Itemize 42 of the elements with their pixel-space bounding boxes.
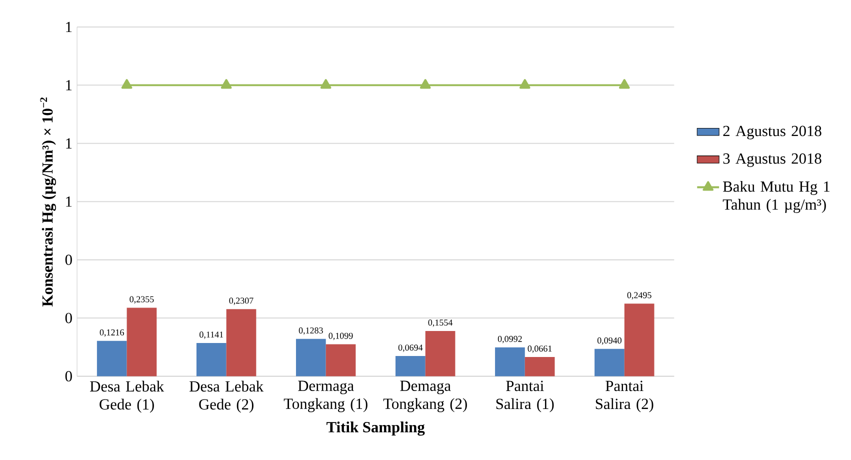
y-tick-label: 0 — [65, 312, 72, 324]
data-label: 0,0694 — [398, 344, 423, 352]
y-tick-label: 1 — [66, 196, 72, 207]
bar — [96, 340, 127, 376]
x-tick-label: Pantai Salira (1) — [496, 380, 554, 412]
data-label: 0,1099 — [328, 332, 353, 340]
data-label: 0,0940 — [597, 338, 622, 345]
y-tick-label: 1 — [66, 22, 72, 32]
bar — [594, 349, 624, 376]
bar — [396, 356, 426, 376]
y-tick-label: 0 — [65, 371, 72, 382]
bar — [126, 308, 157, 376]
data-label: 0,2495 — [627, 292, 652, 300]
bar — [624, 304, 654, 376]
x-tick-label: Desa Lebak Gede (1) — [90, 380, 164, 413]
data-label: 0,1141 — [200, 332, 224, 340]
legend-label: Baku Mutu Hg 1 Tahun (1 µg/m³) — [722, 181, 830, 214]
x-axis-title: Titik Sampling — [326, 422, 425, 436]
x-tick-label: Pantai Salira (2) — [596, 380, 654, 412]
bar — [495, 348, 525, 376]
data-label: 0,0992 — [498, 336, 522, 344]
bar — [326, 344, 356, 376]
bar — [296, 339, 326, 376]
y-tick-label: 0 — [65, 254, 72, 266]
data-label: 0,2355 — [130, 296, 154, 304]
data-label: 0,2307 — [229, 298, 254, 306]
x-tick-label: Dermaga Tongkang (1) — [284, 380, 368, 412]
x-tick-label: Demaga Tongkang (2) — [383, 380, 467, 412]
bar — [196, 343, 226, 376]
legend-label: 3 Agustus 2018 — [723, 154, 822, 168]
bar — [524, 357, 555, 376]
x-tick-label: Desa Lebak Gede (2) — [190, 380, 264, 413]
data-label: 0,1554 — [428, 320, 453, 328]
data-label: 0,0661 — [528, 346, 552, 354]
bar — [425, 331, 456, 376]
y-tick-label: 1 — [66, 138, 72, 149]
y-tick-label: 1 — [66, 80, 72, 90]
data-label: 0,1283 — [298, 328, 323, 335]
y-axis-title: Konsentrasi Hg (µg/Nm³) × 10$^{−2}$ — [40, 98, 56, 307]
legend-label: 2 Agustus 2018 — [723, 126, 822, 140]
bar — [226, 309, 256, 376]
data-label: 0,1216 — [100, 330, 124, 337]
